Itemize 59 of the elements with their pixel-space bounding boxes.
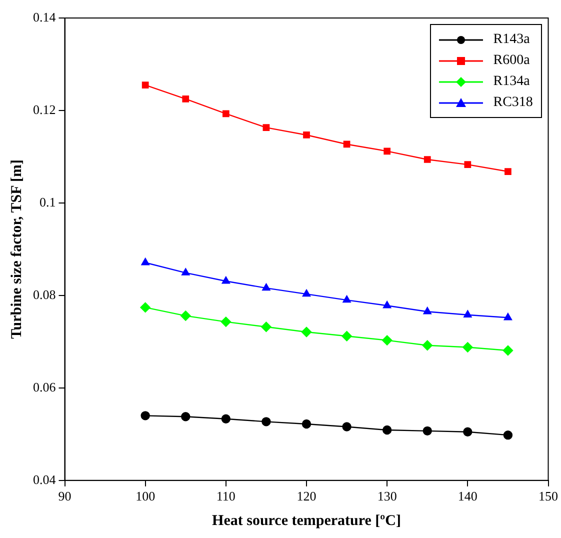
- point: [262, 124, 270, 132]
- point: [262, 417, 271, 426]
- point: [503, 430, 513, 440]
- point: [504, 168, 512, 175]
- point: [222, 110, 230, 118]
- point: [222, 276, 230, 284]
- point: [504, 313, 512, 320]
- x-axis-title: Heat source temperature [ºC]: [212, 512, 401, 529]
- point: [302, 419, 312, 429]
- point: [182, 95, 190, 102]
- point: [384, 148, 391, 155]
- x-tick-label: 120: [296, 488, 316, 504]
- y-tick-label: 0.14: [33, 9, 56, 24]
- point: [140, 411, 150, 420]
- x-tick-label: 90: [58, 488, 72, 504]
- point: [220, 316, 232, 327]
- y-tick-label: 0.08: [33, 286, 56, 302]
- point: [463, 427, 472, 436]
- point: [502, 345, 514, 356]
- point: [343, 140, 350, 148]
- legend-label: R143a: [493, 32, 530, 48]
- point: [303, 132, 310, 138]
- point: [382, 335, 392, 346]
- point: [302, 289, 311, 297]
- point: [342, 331, 352, 342]
- point: [180, 310, 191, 321]
- point: [301, 326, 312, 338]
- point: [221, 414, 231, 424]
- point: [423, 307, 432, 314]
- point: [382, 425, 392, 435]
- point: [261, 322, 272, 332]
- point: [383, 301, 392, 308]
- point: [181, 412, 190, 422]
- point: [140, 302, 150, 313]
- legend-label: R134a: [493, 74, 530, 90]
- point: [182, 268, 190, 276]
- x-tick-label: 150: [538, 488, 558, 504]
- x-tick-label: 130: [377, 488, 397, 504]
- point: [422, 340, 432, 350]
- point: [142, 82, 149, 88]
- point: [464, 161, 472, 168]
- point: [262, 283, 270, 291]
- point: [464, 310, 472, 318]
- point: [424, 156, 431, 163]
- point: [422, 426, 432, 436]
- y-tick-label: 0.12: [33, 102, 56, 117]
- point: [342, 295, 351, 303]
- y-tick-label: 0.04: [33, 472, 56, 487]
- legend-label: R600a: [493, 52, 530, 68]
- y-tick-label: 0.1: [40, 194, 56, 210]
- x-tick-label: 110: [216, 488, 236, 504]
- point: [141, 258, 150, 266]
- y-tick-label: 0.06: [33, 379, 56, 394]
- x-tick-label: 100: [136, 488, 156, 504]
- legend-label: RC318: [493, 94, 533, 110]
- point: [342, 422, 352, 432]
- point: [462, 342, 473, 352]
- x-tick-label: 140: [458, 488, 478, 504]
- y-axis-title: Turbine size factor, TSF [m]: [8, 160, 25, 339]
